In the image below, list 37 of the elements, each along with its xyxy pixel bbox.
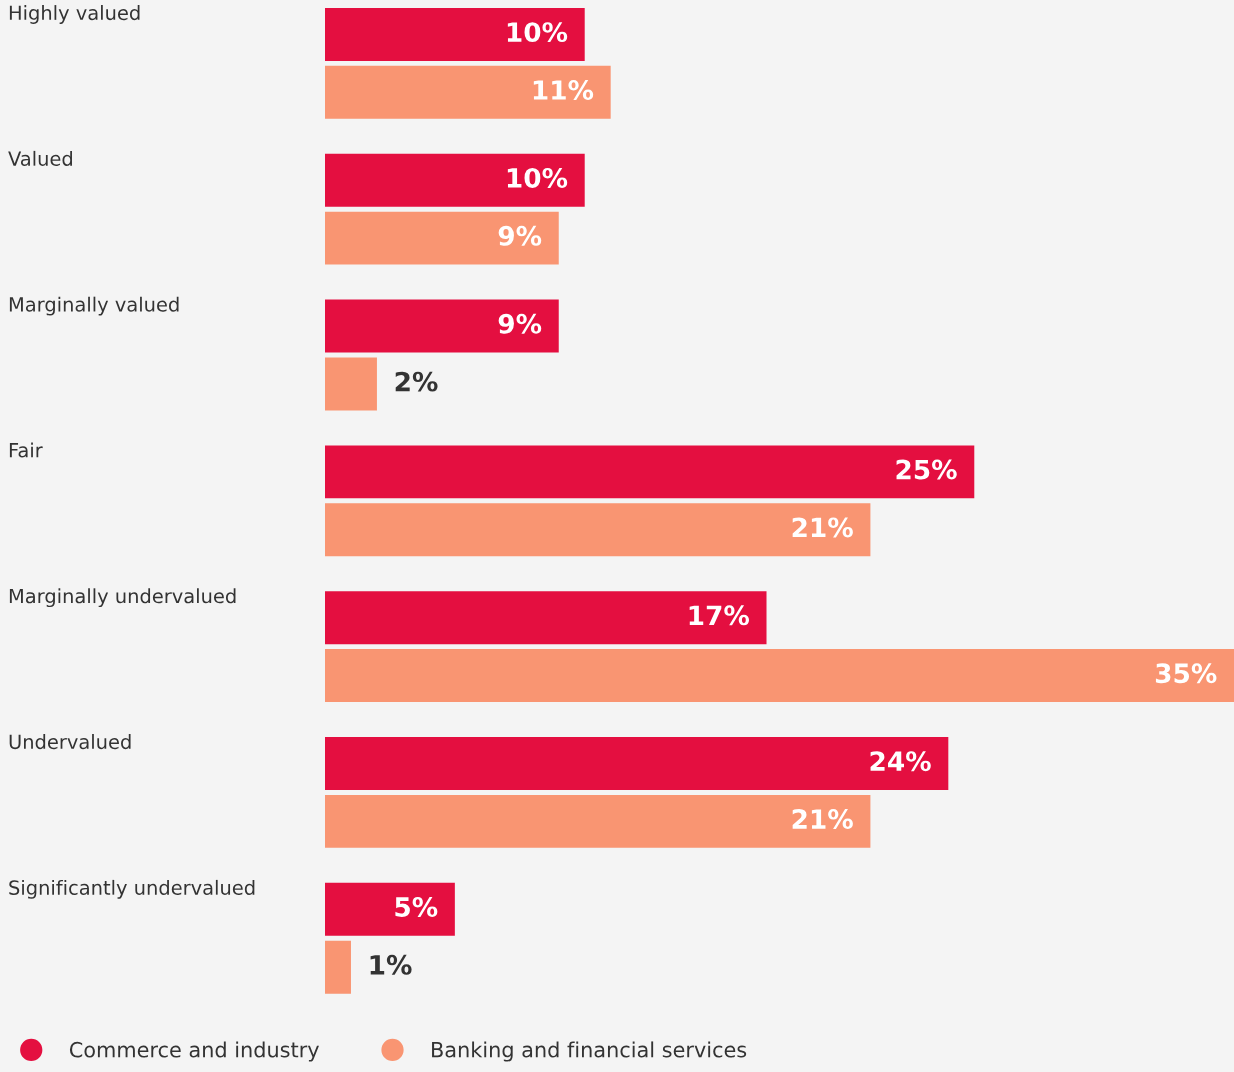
y-tick-label: Undervalued [9,734,131,750]
y-tick-label: Marginally undervalued [9,588,236,608]
bar [325,737,949,790]
bar [325,794,871,848]
data-label: 1% [370,954,412,975]
data-label: 5% [395,896,438,917]
data-label: 10% [507,22,568,43]
data-label: 9% [498,225,542,246]
bar [325,940,351,994]
data-label: 35% [1155,663,1217,684]
data-label: 21% [792,517,853,538]
bar [325,503,871,557]
legend-label: Commerce and industry [69,1041,319,1062]
y-tick-label: Valued [8,150,72,166]
data-label: 10% [507,167,568,188]
data-label: 2% [395,371,438,392]
bar [325,649,1234,703]
y-tick-label: Marginally valued [9,296,179,316]
data-label: 25% [896,459,957,480]
y-tick-label: Significantly undervalued [9,879,255,899]
legend-label: Banking and financial services [432,1041,747,1062]
data-label: 11% [533,80,594,100]
bar [325,591,767,645]
data-label: 17% [689,605,750,626]
bar [325,7,585,61]
bar [325,882,455,936]
data-label: 24% [870,751,931,772]
bar [325,153,585,207]
bar [325,299,559,353]
y-tick-label: Highly valued [9,5,140,24]
y-tick-label: Fair [9,442,43,458]
bar [325,65,611,119]
data-label: 9% [498,313,542,334]
bar [325,211,559,265]
bar [325,445,975,499]
data-label: 21% [792,809,853,830]
bar [325,357,377,411]
